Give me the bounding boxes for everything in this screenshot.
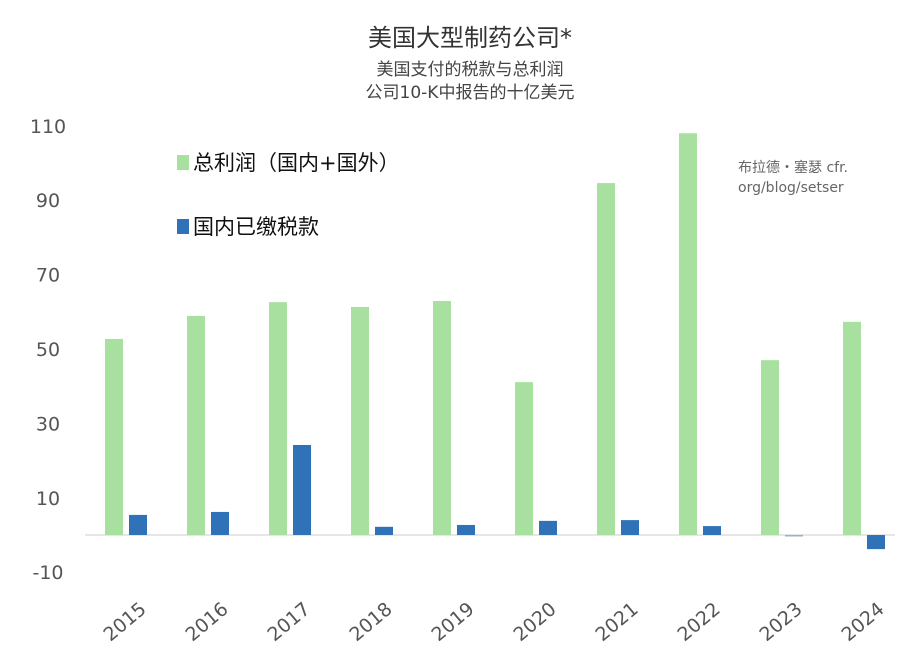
- x-tick-label: 2024: [837, 598, 888, 646]
- chart-subtitle-1: 美国支付的税款与总利润: [377, 60, 564, 80]
- credit-line-2: org/blog/setser: [738, 180, 844, 196]
- credit-line-1: 布拉德・塞瑟 cfr.: [738, 159, 848, 176]
- x-tick-label: 2015: [99, 598, 150, 646]
- y-tick-label: -10: [32, 562, 63, 584]
- bar-domestic-tax: [293, 444, 311, 535]
- x-tick-label: 2022: [673, 598, 724, 646]
- bar-domestic-tax: [785, 535, 803, 537]
- bar-total-profit: [515, 382, 533, 535]
- bar-domestic-tax: [375, 526, 393, 535]
- x-tick-label: 2020: [509, 598, 560, 646]
- y-tick-label: 50: [36, 339, 60, 361]
- bar-domestic-tax: [211, 511, 229, 535]
- y-tick-label: 110: [30, 116, 66, 138]
- bar-total-profit: [433, 301, 451, 535]
- x-tick-label: 2018: [345, 598, 396, 646]
- bar-total-profit: [679, 133, 697, 536]
- x-tick-label: 2019: [427, 598, 478, 646]
- chart-subtitle-2: 公司10-K中报告的十亿美元: [366, 83, 575, 103]
- bar-domestic-tax: [457, 524, 475, 535]
- y-tick-label: 90: [36, 190, 60, 212]
- x-tick-label: 2017: [263, 598, 314, 646]
- legend-label-profits: 总利润（国内+国外）: [193, 151, 400, 175]
- legend-swatch-taxes: [177, 219, 189, 234]
- chart-title: 美国大型制药公司*: [368, 24, 572, 52]
- bar-total-profit: [187, 315, 205, 535]
- x-tick-label: 2016: [181, 598, 232, 646]
- bar-total-profit: [105, 338, 123, 535]
- bar-domestic-tax: [867, 535, 885, 550]
- bar-total-profit: [761, 360, 779, 535]
- legend-swatch-profits: [177, 155, 189, 170]
- bar-total-profit: [843, 321, 861, 535]
- bar-domestic-tax: [703, 526, 721, 535]
- bar-total-profit: [351, 306, 369, 535]
- bar-total-profit: [597, 183, 615, 535]
- x-tick-label: 2021: [591, 598, 642, 646]
- legend-label-taxes: 国内已缴税款: [193, 215, 319, 239]
- y-tick-label: 70: [36, 265, 60, 287]
- y-tick-label: 10: [36, 488, 60, 510]
- bar-domestic-tax: [621, 520, 639, 535]
- bar-domestic-tax: [539, 520, 557, 535]
- bar-total-profit: [269, 302, 287, 535]
- y-tick-label: 30: [36, 413, 60, 435]
- bar-domestic-tax: [129, 514, 147, 535]
- x-tick-label: 2023: [755, 598, 806, 646]
